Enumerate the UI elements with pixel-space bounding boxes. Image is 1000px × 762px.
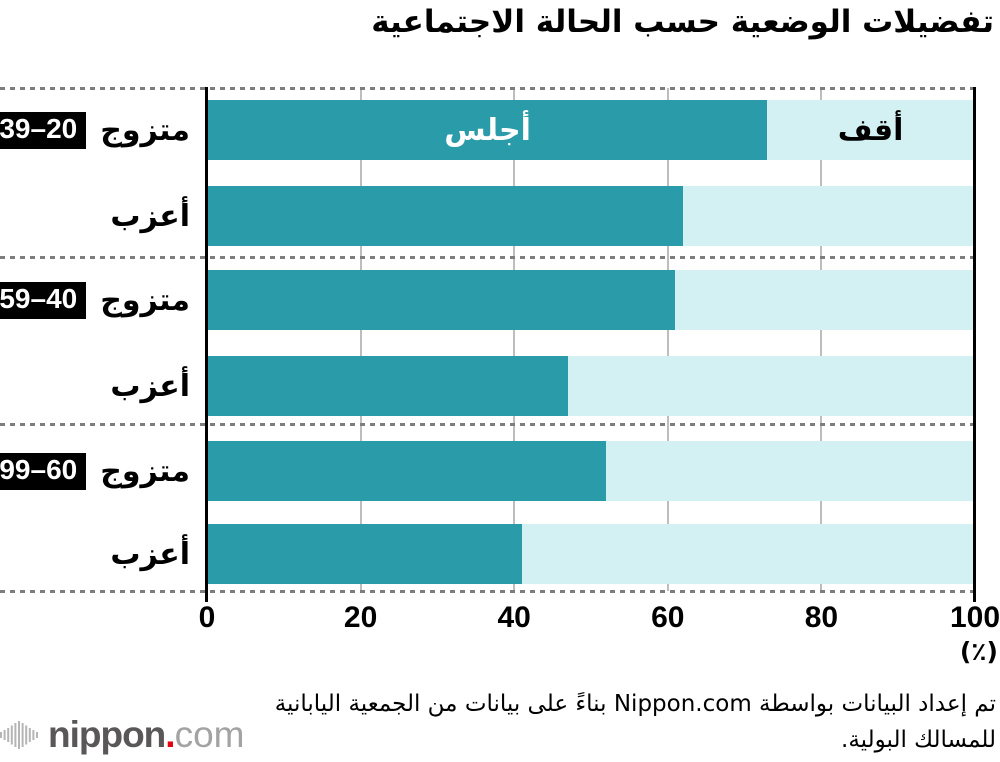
bar-segment-sit (208, 356, 569, 416)
label-married: متزوج (100, 112, 190, 148)
bar-segment-sit (208, 270, 676, 330)
bar-row-1 (208, 186, 974, 246)
row-label-0: متزوج 39–20 (0, 100, 190, 160)
x-tick-0: 0 (198, 601, 216, 634)
row-label-1: أعزب (0, 186, 190, 246)
x-tick-80: 80 (804, 601, 839, 634)
soundwave-icon (0, 721, 38, 749)
bar-segment-sit (208, 524, 523, 584)
x-tick-100: 100 (949, 601, 1000, 634)
bar-segment-sit (208, 186, 683, 246)
logo-word-com: com (174, 714, 245, 755)
gridline-20 (359, 88, 362, 591)
bar-segment-stand (606, 441, 974, 501)
legend-stand-label: أقف (837, 112, 904, 148)
bar-row-3 (208, 356, 974, 416)
group-divider-2 (0, 423, 978, 426)
row-label-4: متزوج 99–60 (0, 441, 190, 501)
bar-segment-stand (682, 186, 974, 246)
bar-segment-sit: أجلس (208, 100, 768, 160)
bar-segment-stand: أقف (767, 100, 974, 160)
bar-segment-stand (568, 356, 974, 416)
label-single: أعزب (110, 368, 190, 404)
chart-title: تفضيلات الوضعية حسب الحالة الاجتماعية (371, 4, 994, 40)
logo-word-nippon: nippon (48, 714, 166, 755)
row-label-2: متزوج 59–40 (0, 270, 190, 330)
age-range-badge: 99–60 (0, 452, 87, 490)
nippon-logo: nippon . com (0, 712, 244, 758)
group-divider-0 (0, 87, 978, 90)
bar-segment-stand (522, 524, 974, 584)
x-tick-40: 40 (497, 601, 531, 634)
gridline-60 (666, 88, 669, 591)
row-label-5: أعزب (0, 524, 190, 584)
logo-red-dot: . (165, 714, 175, 755)
label-married: متزوج (100, 453, 190, 489)
bar-segment-sit (208, 441, 607, 501)
y-axis-line-right (973, 87, 976, 602)
source-credit-line1: تم إعداد البيانات بواسطة Nippon.com بناء… (274, 691, 996, 717)
source-credit: تم إعداد البيانات بواسطة Nippon.com بناء… (275, 686, 996, 758)
age-range-badge: 59–40 (0, 281, 87, 319)
gridline-40 (513, 88, 516, 591)
row-label-3: أعزب (0, 356, 190, 416)
group-divider-3 (0, 590, 978, 593)
axis-unit-label: (٪) (959, 637, 998, 666)
bar-row-0: أجلس أقف (208, 100, 974, 160)
source-credit-line2: للمسالك البولية. (841, 727, 996, 753)
bar-row-5 (208, 524, 974, 584)
age-range-badge: 39–20 (0, 111, 87, 149)
label-married: متزوج (100, 282, 190, 318)
label-single: أعزب (110, 198, 190, 234)
x-tick-20: 20 (343, 601, 378, 634)
bar-row-4 (208, 441, 974, 501)
group-divider-1 (0, 256, 978, 259)
gridline-80 (820, 88, 823, 591)
bar-segment-stand (675, 270, 974, 330)
nippon-logo-text: nippon . com (48, 714, 244, 756)
y-axis-line-left (205, 87, 208, 602)
bar-row-2 (208, 270, 974, 330)
legend-sit-label: أجلس (444, 112, 531, 148)
label-single: أعزب (110, 536, 190, 572)
x-tick-60: 60 (651, 601, 685, 634)
